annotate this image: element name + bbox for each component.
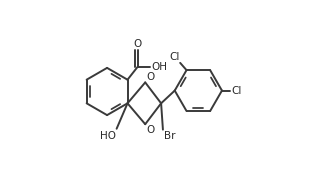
Text: O: O [146, 125, 154, 135]
Text: HO: HO [100, 130, 116, 141]
Text: Cl: Cl [169, 52, 179, 62]
Text: Br: Br [164, 131, 175, 141]
Text: OH: OH [151, 62, 167, 72]
Text: O: O [146, 72, 154, 82]
Text: O: O [133, 39, 142, 49]
Text: Cl: Cl [231, 86, 241, 96]
